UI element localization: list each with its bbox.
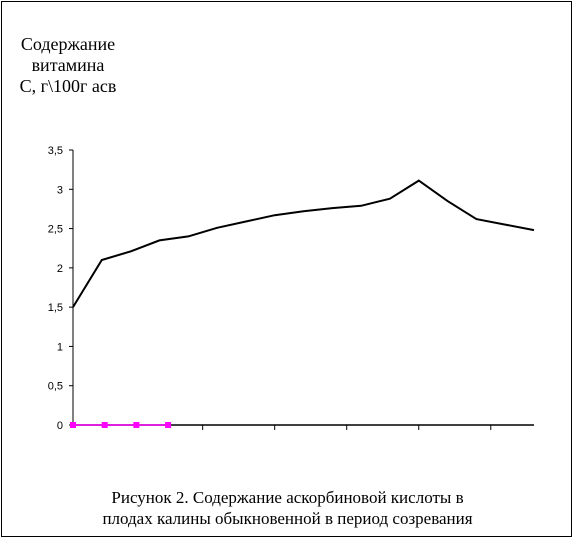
series-1-point-1 [101, 422, 108, 428]
y-tick-label-6: 3 [57, 184, 63, 196]
series-1-point-0 [70, 422, 76, 428]
y-tick-label-4: 2 [57, 263, 63, 275]
y-axis-label: Содержание витамина С, г\100г асв [13, 34, 123, 97]
y-tick-label-3: 1,5 [48, 302, 63, 314]
caption-line-2: плодах калины обыкновенной в период созр… [102, 509, 473, 528]
series-1-point-3 [165, 422, 172, 428]
y-tick-label-1: 0,5 [48, 381, 63, 393]
series-1-point-2 [133, 422, 140, 428]
series-0-line [72, 179, 535, 308]
y-tick-label-0: 0 [57, 420, 63, 432]
y-axis-label-line-1: Содержание [20, 34, 116, 54]
figure-caption: Рисунок 2. Содержание аскорбиновой кисло… [0, 487, 575, 529]
y-tick-label-5: 2,5 [48, 224, 63, 236]
y-axis-label-line-2: витамина [31, 55, 105, 75]
caption-line-1: Рисунок 2. Содержание аскорбиновой кисло… [111, 488, 464, 507]
y-tick-label-7: 3,5 [48, 145, 63, 157]
y-axis-label-line-3: С, г\100г асв [19, 76, 117, 96]
y-tick-label-2: 1 [57, 341, 63, 353]
